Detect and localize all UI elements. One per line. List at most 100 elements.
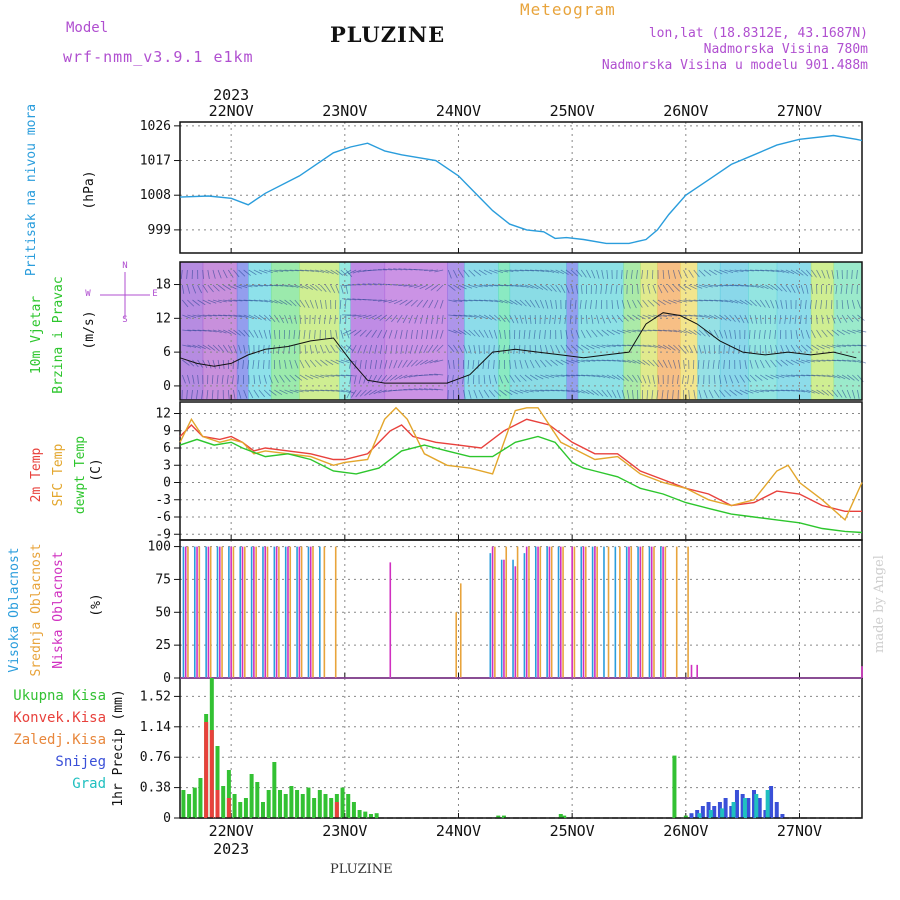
- wind-arrow: [591, 374, 601, 378]
- wind-arrow: [821, 389, 830, 396]
- wind-arrow: [519, 269, 529, 272]
- precip-bar: [334, 802, 339, 818]
- wind-arrow: [555, 389, 565, 392]
- wind-arrow: [739, 299, 748, 305]
- wind-arrow: [493, 374, 498, 384]
- wind-arrow: [606, 344, 616, 347]
- wind-arrow: [379, 314, 388, 321]
- wind-arrow: [267, 344, 270, 354]
- wind-arrow: [806, 389, 815, 394]
- wind-arrow: [309, 344, 313, 354]
- pressure-ytick-label: 1017: [140, 154, 171, 169]
- wind-arrow: [642, 359, 651, 366]
- wind-arrow: [785, 299, 788, 309]
- wind-arrow: [775, 344, 779, 354]
- wind-arrow: [611, 359, 621, 362]
- wind-arrow: [221, 374, 224, 384]
- wind-arrow: [441, 314, 444, 324]
- top-year-label: 2023: [213, 86, 249, 104]
- wind-arrow: [499, 329, 502, 339]
- wind-arrow: [325, 344, 330, 354]
- wind-arrow: [238, 314, 248, 318]
- wind-arrow: [468, 389, 472, 399]
- wind-arrow: [314, 359, 323, 367]
- wind-arrow: [631, 389, 634, 399]
- wind-arrow: [729, 269, 739, 273]
- wind-arrow: [780, 359, 789, 366]
- wind-arrow: [755, 269, 765, 272]
- model-name: wrf-nmm_v3.9.1 e1km: [63, 48, 254, 66]
- precip-bar: [496, 815, 501, 818]
- wind-arrow: [403, 268, 413, 271]
- wind-arrow: [627, 329, 637, 333]
- wind-arrow: [408, 284, 418, 288]
- wind-arrow: [372, 299, 382, 301]
- wind-arrow: [299, 269, 309, 272]
- wind-arrow: [502, 344, 505, 354]
- wind-arrow: [642, 299, 649, 308]
- wind-arrow: [550, 299, 553, 309]
- wind-arrow: [601, 374, 611, 379]
- wind-arrow: [262, 359, 265, 370]
- wind-arrow: [453, 329, 462, 335]
- precip-bar: [363, 811, 368, 818]
- wind-arrow: [668, 314, 678, 317]
- wind-arrow: [852, 329, 862, 334]
- wind-arrow: [744, 389, 754, 394]
- wind-arrow: [368, 389, 377, 396]
- wind-arrow: [253, 314, 262, 320]
- wind-arrow: [377, 269, 387, 271]
- wind-arrow: [448, 284, 456, 291]
- wind-arrow: [642, 329, 652, 332]
- wind-arrow: [584, 299, 587, 309]
- precip-bar: [306, 787, 311, 818]
- wind-arrow: [816, 269, 822, 279]
- wind-arrow: [352, 269, 362, 274]
- wind-arrow: [816, 389, 825, 395]
- bottom-xtick-label: 22NOV: [209, 822, 254, 840]
- wind-arrow: [207, 269, 210, 279]
- wind-arrow: [315, 389, 325, 392]
- wind-arrow: [289, 314, 293, 324]
- wind-arrow: [806, 344, 814, 351]
- precip-ytick-label: 0: [163, 811, 171, 826]
- wind-arrow: [667, 284, 675, 293]
- wind-arrow: [606, 329, 615, 336]
- wind-arrow: [362, 314, 372, 319]
- wind-arrow: [233, 344, 238, 354]
- wind-arrow: [509, 284, 519, 287]
- wind-arrow: [418, 388, 428, 391]
- wind-arrow: [570, 269, 578, 277]
- wind-arrow: [182, 359, 190, 366]
- temp-axis-title: SFC Temp: [51, 444, 66, 507]
- precip-bar: [742, 798, 747, 818]
- wind-arrow: [320, 359, 328, 366]
- wind-arrow: [539, 299, 545, 309]
- wind-arrow: [340, 284, 344, 294]
- wind-arrow: [555, 299, 558, 309]
- wind-arrow: [340, 344, 348, 352]
- wind-arrow: [202, 359, 208, 369]
- wind-arrow: [436, 344, 444, 352]
- wind-arrow: [600, 284, 603, 294]
- wind-arrow: [688, 389, 690, 399]
- wind-arrow: [794, 314, 797, 324]
- wind-arrow: [325, 374, 335, 377]
- precip-ytick-label: 1.14: [140, 720, 171, 735]
- wind-arrow: [749, 299, 757, 307]
- precip-bar: [181, 790, 186, 818]
- wind-arrow: [805, 284, 809, 294]
- wind-arrow: [284, 269, 294, 272]
- wind-arrow: [237, 374, 239, 385]
- wind-arrow: [775, 299, 779, 309]
- wind-arrow: [831, 329, 840, 336]
- wind-arrow: [207, 344, 216, 351]
- wind-arrow: [304, 374, 314, 380]
- wind-arrow: [274, 284, 284, 287]
- wind-arrow: [560, 374, 570, 377]
- wind-arrow: [800, 284, 805, 294]
- wind-arrow: [242, 359, 245, 369]
- wind-arrow: [453, 314, 463, 317]
- wind-arrow: [388, 299, 398, 304]
- wind-arrow: [434, 388, 444, 391]
